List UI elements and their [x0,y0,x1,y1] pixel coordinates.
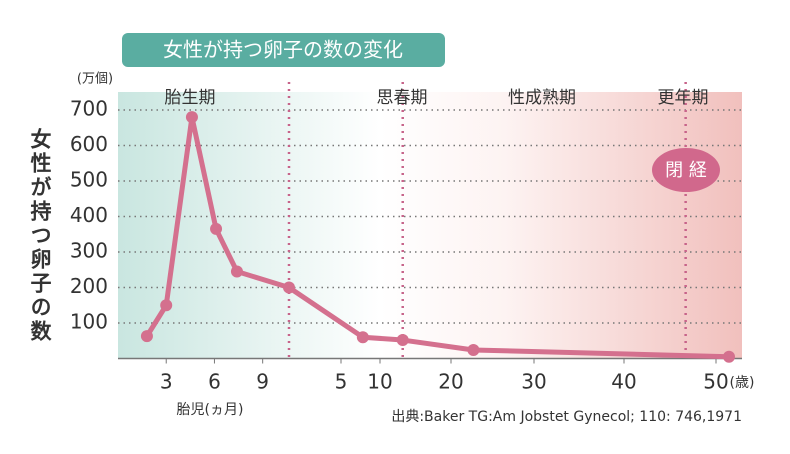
source: 出典:Baker TG:Am Jobstet Gynecol; 110: 746… [391,409,742,425]
y-tick-label: 100 [70,310,108,334]
x2-tick-label: 40 [611,370,636,394]
title-box [122,33,445,67]
chart-title: 女性が持つ卵子の数の変化 [163,38,403,62]
y-tick-label: 400 [70,203,108,227]
phase-label: 性成熟期 [508,87,576,108]
annotation: 閉 経 [665,160,707,181]
data-point [283,281,295,294]
y-tick-label: 300 [70,239,108,263]
phase-label: 更年期 [658,88,709,108]
data-point [160,299,173,312]
y-tick-label: 600 [70,132,108,156]
data-point [210,222,223,235]
annotation-badge [652,148,720,192]
data-point [467,343,480,356]
data-point [723,350,735,363]
x-tick-label: 9 [256,370,269,394]
x2-tick-label: 10 [367,370,392,394]
x2-tick-label: 20 [438,370,463,394]
plot-background [118,92,742,358]
x2-unit: (歳) [730,375,755,391]
y-tick-label: 200 [70,274,108,298]
x2-tick-label: 30 [521,370,546,394]
x-tick-label: 6 [208,370,221,394]
phase-label: 胎生期 [165,88,216,108]
x2-tick-label: 5 [335,370,348,394]
data-line [144,114,730,360]
data-point [396,334,409,347]
y-tick-label: 700 [70,97,108,121]
y-unit: (万個) [77,72,113,87]
x-axis-label: 胎児(ヵ月) [177,402,244,418]
data-point [140,330,153,343]
data-point [230,265,243,278]
data-point [356,331,369,344]
data-point [185,111,198,124]
phase-label: 思春期 [377,88,428,108]
x-tick-label: 3 [160,370,173,394]
y-tick-label: 500 [70,168,108,192]
x2-tick-label: 50 [703,370,728,394]
y-axis-label: 女性が持つ卵子の数 [28,127,52,344]
